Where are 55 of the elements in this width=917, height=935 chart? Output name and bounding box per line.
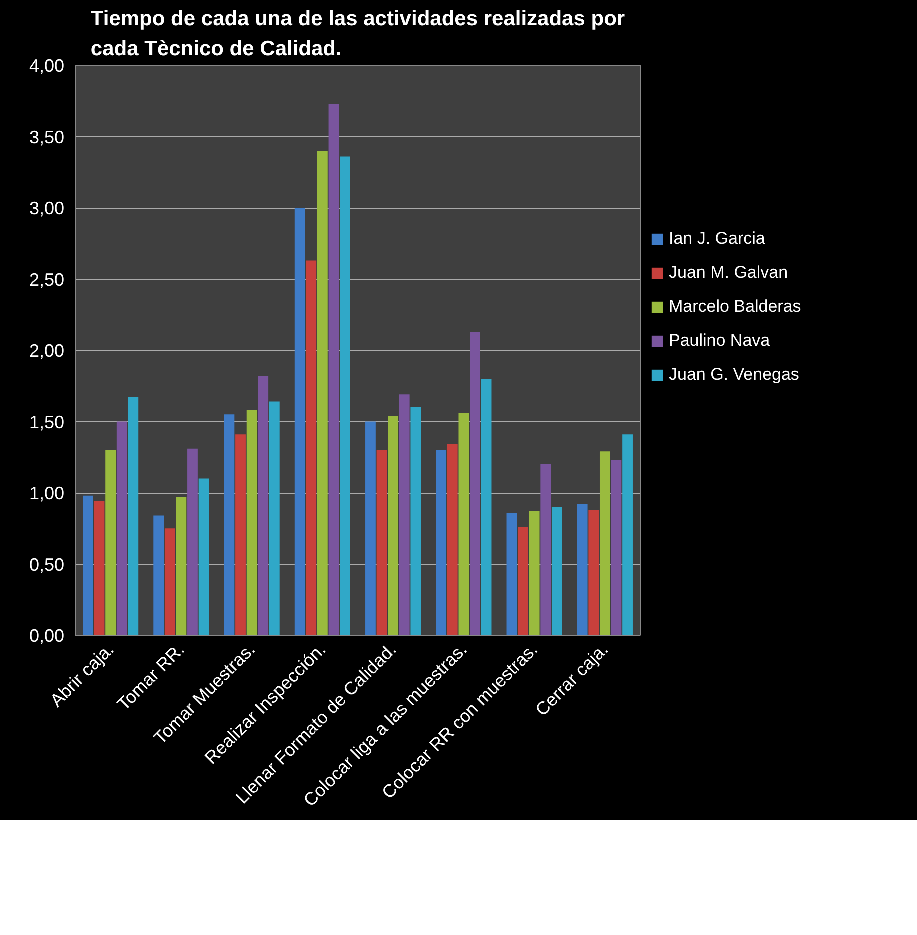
bar (224, 414, 235, 636)
y-tick-label: 0,00 (29, 626, 65, 646)
bar (588, 510, 600, 636)
y-tick-label: 0,50 (29, 554, 65, 575)
legend-label: Paulino Nava (669, 331, 770, 351)
bar (269, 402, 280, 636)
bar (128, 398, 139, 636)
bar (470, 332, 480, 636)
bar (529, 512, 540, 636)
bar (376, 450, 388, 636)
y-tick-label: 2,50 (29, 270, 65, 290)
bar (106, 450, 116, 636)
bar (436, 450, 447, 636)
legend-label: Juan M. Galvan (669, 263, 788, 283)
legend-label: Juan G. Venegas (669, 365, 800, 385)
bar (294, 208, 306, 636)
bar (611, 460, 622, 636)
legend-label: Marcelo Balderas (669, 297, 802, 317)
bar (154, 516, 164, 636)
bar (399, 394, 410, 636)
y-tick-label: 3,50 (29, 127, 65, 148)
bar (622, 434, 633, 636)
bar (458, 413, 470, 636)
bar (506, 512, 518, 636)
bar (447, 444, 458, 636)
bar (340, 156, 350, 636)
bar (518, 527, 528, 636)
legend-label: Ian J. Garcia (669, 229, 766, 249)
y-tick-label: 1,50 (29, 412, 65, 432)
chart-title: Tiempo de cada una de las actividades realizadas por cada Tècnico de Calidad. (90, 8, 626, 60)
bar (540, 464, 552, 636)
bar (600, 452, 610, 636)
bar (552, 507, 562, 636)
bar (188, 448, 198, 636)
bar (258, 376, 269, 636)
bar (410, 408, 422, 636)
bar (236, 434, 246, 636)
bar (94, 502, 105, 636)
y-tick-label: 4,00 (29, 56, 65, 76)
bar (577, 504, 588, 636)
bar (481, 379, 492, 636)
y-tick-label: 2,00 (29, 341, 65, 361)
bar (164, 528, 176, 636)
bar (366, 422, 376, 636)
bar (176, 497, 187, 636)
bar (198, 478, 210, 636)
bar (328, 104, 340, 636)
bar (317, 151, 328, 636)
bar (116, 422, 128, 636)
bar (83, 496, 94, 636)
bar (388, 416, 399, 636)
bar (246, 410, 258, 636)
bar (306, 260, 317, 636)
y-tick-label: 3,00 (29, 198, 65, 218)
y-tick-label: 1,00 (29, 484, 65, 504)
